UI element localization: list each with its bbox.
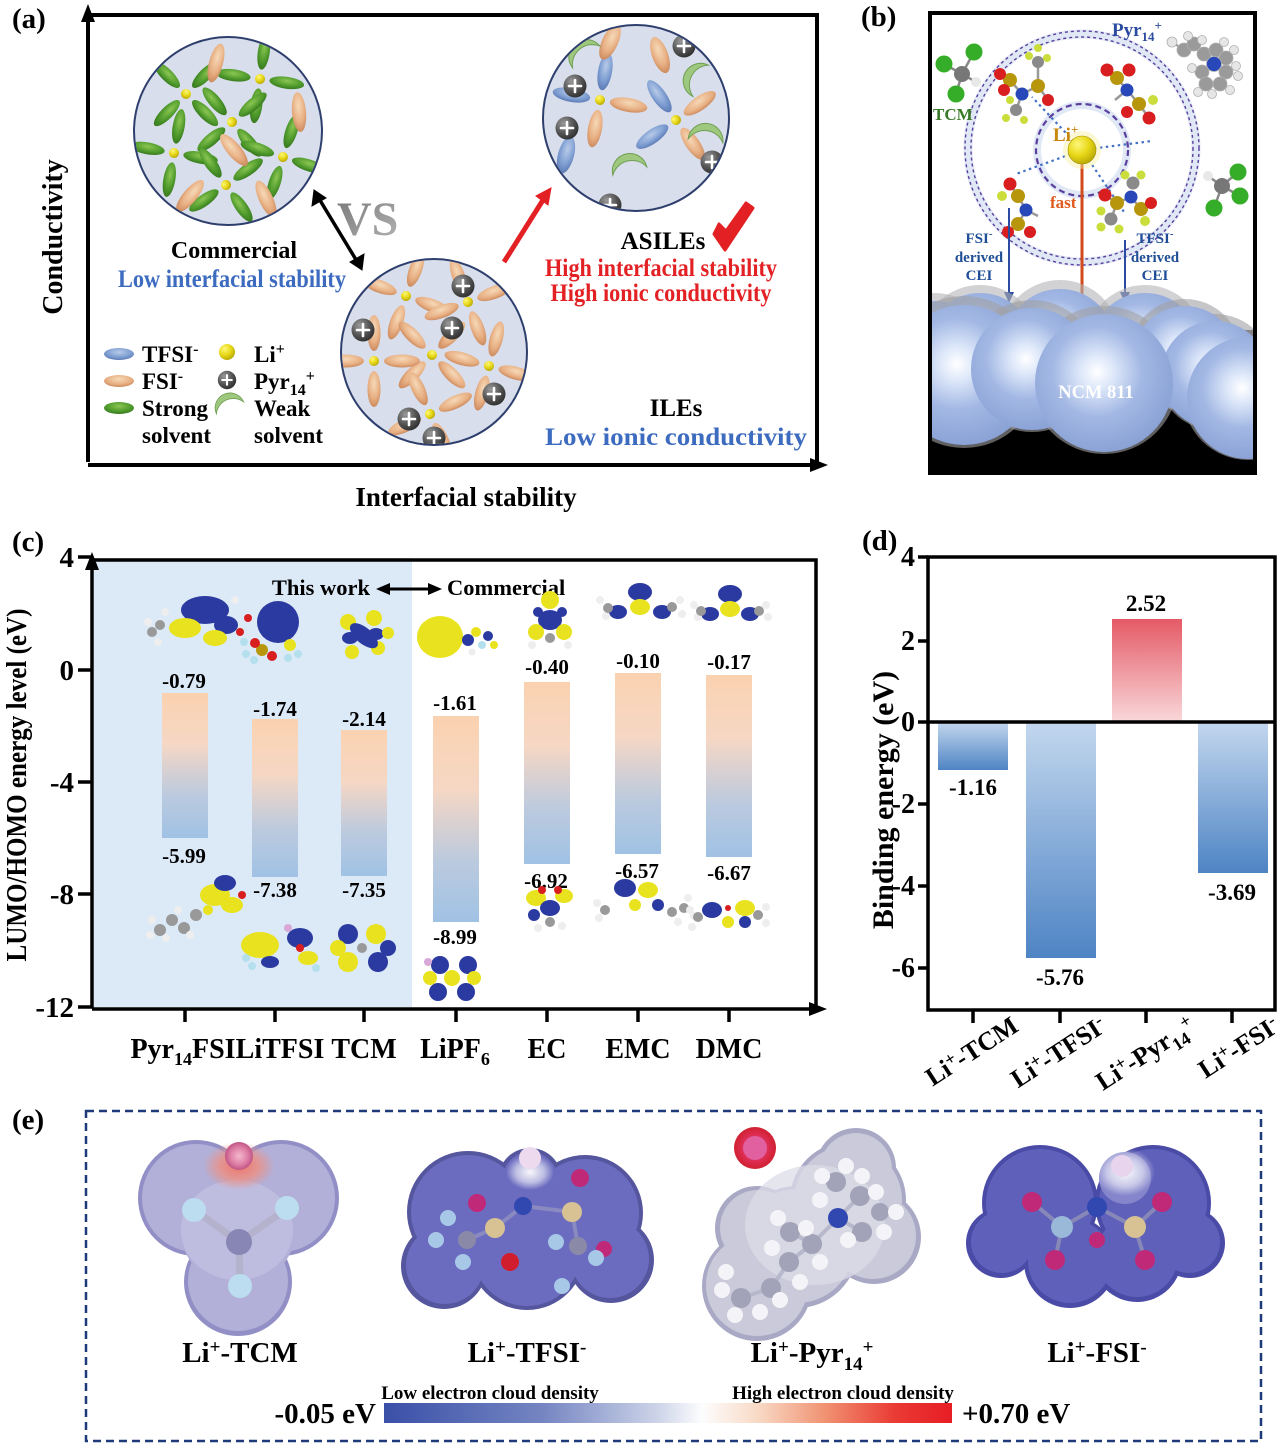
svg-text:CEI: CEI [966,268,993,284]
svg-text:(c): (c) [12,526,44,558]
svg-text:(d): (d) [862,525,897,557]
svg-text:Conductivity: Conductivity [38,159,69,315]
svg-text:FSI-: FSI- [965,228,992,247]
svg-text:-0.05 eV: -0.05 eV [275,1398,377,1430]
svg-text:FSI-: FSI- [142,368,183,394]
svg-text:Li+-TCM: Li+-TCM [182,1337,298,1369]
svg-text:+0.70 eV: +0.70 eV [962,1398,1070,1430]
svg-text:2.52: 2.52 [1126,591,1166,616]
svg-text:EC: EC [528,1034,567,1065]
svg-text:Li+-Pyr14+: Li+-Pyr14+ [751,1337,874,1375]
svg-text:VS: VS [337,193,398,246]
svg-text:solvent: solvent [142,423,211,448]
svg-text:-1.16: -1.16 [949,775,997,800]
svg-text:-0.79: -0.79 [162,669,206,693]
svg-text:Pyr14FSI: Pyr14FSI [130,1034,235,1069]
svg-text:-8.99: -8.99 [433,925,477,949]
svg-text:-0.40: -0.40 [525,655,569,679]
svg-text:-0.10: -0.10 [616,649,660,673]
svg-text:Interfacial stability: Interfacial stability [355,482,577,512]
svg-text:Li+: Li+ [254,341,285,367]
svg-text:LUMO/HOMO energy level (eV): LUMO/HOMO energy level (eV) [2,609,33,962]
svg-text:-6: -6 [892,953,915,984]
svg-text:DMC: DMC [696,1034,763,1065]
svg-text:0: 0 [901,707,915,738]
svg-text:-4: -4 [892,871,915,902]
svg-text:-7.38: -7.38 [253,878,297,902]
svg-text:Low ionic conductivity: Low ionic conductivity [545,424,808,451]
svg-text:-6.67: -6.67 [707,861,751,885]
svg-text:ILEs: ILEs [650,395,703,422]
svg-text:High interfacial stability: High interfacial stability [545,255,777,282]
svg-text:-5.99: -5.99 [162,844,206,868]
svg-text:EMC: EMC [605,1034,670,1065]
svg-text:This work: This work [272,575,371,600]
svg-text:Pyr14+: Pyr14+ [254,368,315,399]
svg-text:Binding energy (eV): Binding energy (eV) [867,671,900,929]
svg-text:-12: -12 [35,992,74,1024]
svg-text:-0.17: -0.17 [707,650,751,674]
svg-text:-2: -2 [892,789,915,820]
svg-text:TCM: TCM [933,105,973,124]
svg-text:(e): (e) [12,1104,44,1136]
svg-text:TFSI-: TFSI- [142,341,198,367]
svg-text:Low interfacial stability: Low interfacial stability [118,266,346,293]
svg-text:CEI: CEI [1142,268,1169,284]
svg-text:solvent: solvent [254,423,323,448]
svg-text:2: 2 [901,626,915,657]
svg-text:High electron cloud density: High electron cloud density [732,1383,954,1404]
svg-text:-1.61: -1.61 [433,691,477,715]
svg-text:-1.74: -1.74 [253,697,297,721]
svg-text:High ionic conductivity: High ionic conductivity [551,280,772,307]
svg-text:(a): (a) [12,3,46,35]
svg-text:Weak: Weak [254,396,310,421]
svg-text:Strong: Strong [142,396,209,421]
svg-text:Commercial: Commercial [171,238,298,264]
svg-text:4: 4 [60,542,75,574]
svg-text:derived: derived [955,250,1004,266]
svg-text:Low electron cloud density: Low electron cloud density [381,1383,599,1404]
svg-text:-4: -4 [50,767,74,799]
svg-text:Li+-Pyr14+: Li+-Pyr14+ [1090,1010,1203,1100]
svg-text:LiTFSI: LiTFSI [236,1034,325,1065]
svg-text:LiPF6: LiPF6 [420,1034,490,1069]
svg-text:-5.76: -5.76 [1036,965,1084,990]
svg-text:-6.57: -6.57 [615,859,659,883]
svg-text:derived: derived [1131,250,1180,266]
svg-text:TCM: TCM [331,1034,396,1065]
svg-text:TFSI-: TFSI- [1136,228,1173,247]
svg-text:-3.69: -3.69 [1208,880,1256,905]
svg-text:-2.14: -2.14 [342,707,386,731]
svg-text:Li+-TFSI-: Li+-TFSI- [468,1337,587,1369]
svg-text:4: 4 [901,542,915,573]
svg-text:ASILEs: ASILEs [621,228,706,255]
svg-text:-8: -8 [50,879,74,911]
svg-text:-7.35: -7.35 [342,878,386,902]
svg-text:NCM 811: NCM 811 [1058,383,1134,403]
svg-text:Li+-FSI-: Li+-FSI- [1192,1010,1280,1084]
svg-text:Li+-FSI-: Li+-FSI- [1047,1337,1146,1369]
svg-text:0: 0 [60,655,75,687]
svg-text:Pyr14+: Pyr14+ [1112,18,1162,44]
svg-text:fast: fast [1050,193,1077,212]
svg-text:(b): (b) [861,1,896,33]
